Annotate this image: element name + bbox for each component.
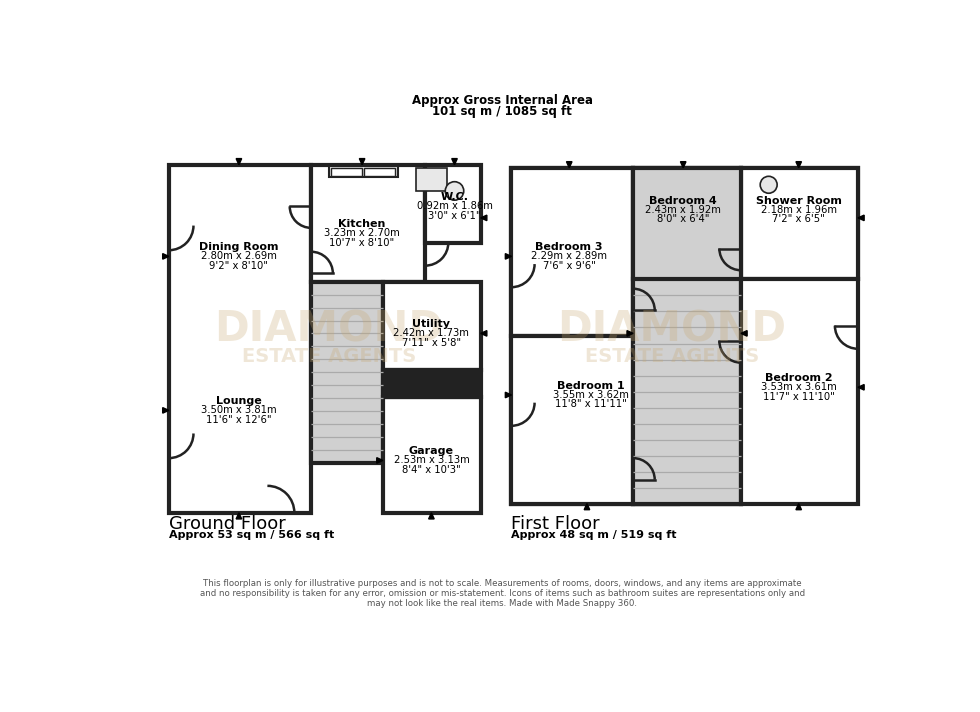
Polygon shape xyxy=(376,458,383,464)
Text: 2.29m x 2.89m: 2.29m x 2.89m xyxy=(531,251,608,261)
Text: 2.43m x 1.92m: 2.43m x 1.92m xyxy=(645,205,721,215)
Text: 11'7" x 11'10": 11'7" x 11'10" xyxy=(762,392,835,402)
Text: Lounge: Lounge xyxy=(216,396,262,406)
Text: First Floor: First Floor xyxy=(512,515,600,533)
Bar xyxy=(633,168,741,503)
Text: 3.53m x 3.61m: 3.53m x 3.61m xyxy=(760,382,837,392)
Bar xyxy=(383,370,481,397)
Polygon shape xyxy=(452,159,458,164)
Text: 11'8" x 11'11": 11'8" x 11'11" xyxy=(555,399,627,409)
Text: Shower Room: Shower Room xyxy=(756,196,842,206)
Polygon shape xyxy=(360,159,365,164)
Text: Bedroom 3: Bedroom 3 xyxy=(535,242,603,252)
Bar xyxy=(365,168,395,176)
Bar xyxy=(512,168,633,335)
Bar xyxy=(312,164,425,282)
Bar xyxy=(741,168,858,280)
Bar xyxy=(741,168,858,280)
Polygon shape xyxy=(236,159,242,164)
Bar xyxy=(383,397,481,513)
Polygon shape xyxy=(236,513,242,519)
Text: 2.42m x 1.73m: 2.42m x 1.73m xyxy=(394,328,469,338)
Text: Bedroom 4: Bedroom 4 xyxy=(650,196,717,206)
Text: 7'11" x 5'8": 7'11" x 5'8" xyxy=(402,337,461,347)
Bar xyxy=(633,280,741,503)
Text: 8'0" x 6'4": 8'0" x 6'4" xyxy=(657,214,710,224)
Polygon shape xyxy=(858,215,864,221)
Text: may not look like the real items. Made with Made Snappy 360.: may not look like the real items. Made w… xyxy=(368,600,637,608)
Bar xyxy=(416,168,447,191)
Bar xyxy=(512,168,858,503)
Text: 0.92m x 1.86m: 0.92m x 1.86m xyxy=(416,201,492,211)
Text: 3'0" x 6'1": 3'0" x 6'1" xyxy=(428,211,481,221)
Text: 7'6" x 9'6": 7'6" x 9'6" xyxy=(543,261,596,271)
Text: 2.53m x 3.13m: 2.53m x 3.13m xyxy=(394,456,469,466)
Polygon shape xyxy=(680,162,686,168)
Polygon shape xyxy=(481,215,487,221)
Polygon shape xyxy=(163,407,169,413)
Text: ESTATE AGENTS: ESTATE AGENTS xyxy=(242,347,416,366)
Text: Bedroom 2: Bedroom 2 xyxy=(764,373,833,383)
Text: Approx 48 sq m / 519 sq ft: Approx 48 sq m / 519 sq ft xyxy=(512,530,677,540)
Text: DIAMOND: DIAMOND xyxy=(215,308,444,350)
Polygon shape xyxy=(796,162,802,168)
Text: W.C.: W.C. xyxy=(441,192,468,202)
Circle shape xyxy=(760,177,777,193)
Bar xyxy=(383,282,481,370)
Text: Garage: Garage xyxy=(409,446,454,456)
Text: 3.55m x 3.62m: 3.55m x 3.62m xyxy=(553,390,629,400)
Polygon shape xyxy=(741,330,747,336)
Text: Dining Room: Dining Room xyxy=(199,242,278,252)
Bar xyxy=(425,164,481,244)
Bar xyxy=(633,168,741,280)
Text: This floorplan is only for illustrative purposes and is not to scale. Measuremen: This floorplan is only for illustrative … xyxy=(203,579,802,588)
Text: and no responsibility is taken for any error, omission or mis-statement. Icons o: and no responsibility is taken for any e… xyxy=(200,589,805,598)
Text: 3.50m x 3.81m: 3.50m x 3.81m xyxy=(201,405,276,415)
Text: DIAMOND: DIAMOND xyxy=(558,308,786,350)
Polygon shape xyxy=(506,392,512,398)
Bar xyxy=(512,335,678,503)
Text: Approx Gross Internal Area: Approx Gross Internal Area xyxy=(412,94,593,108)
Text: 3.23m x 2.70m: 3.23m x 2.70m xyxy=(324,229,400,239)
Text: 9'2" x 8'10": 9'2" x 8'10" xyxy=(210,261,269,271)
Bar xyxy=(512,168,633,503)
Text: ESTATE AGENTS: ESTATE AGENTS xyxy=(584,347,759,366)
Polygon shape xyxy=(481,330,487,336)
Bar xyxy=(633,280,741,503)
Bar xyxy=(741,280,858,503)
Bar xyxy=(329,167,398,177)
Text: 10'7" x 8'10": 10'7" x 8'10" xyxy=(329,238,395,248)
Polygon shape xyxy=(858,384,864,390)
Text: Utility: Utility xyxy=(413,319,451,329)
Polygon shape xyxy=(566,162,572,168)
Polygon shape xyxy=(584,503,590,510)
Text: 2.18m x 1.96m: 2.18m x 1.96m xyxy=(760,205,837,215)
Bar xyxy=(633,168,741,280)
Polygon shape xyxy=(627,330,633,336)
Text: 2.80m x 2.69m: 2.80m x 2.69m xyxy=(201,251,276,261)
Text: Kitchen: Kitchen xyxy=(338,219,386,229)
Bar xyxy=(169,164,312,513)
Text: 11'6" x 12'6": 11'6" x 12'6" xyxy=(206,414,271,424)
Circle shape xyxy=(445,182,464,200)
Polygon shape xyxy=(428,513,434,519)
Bar xyxy=(312,282,383,463)
Polygon shape xyxy=(796,503,802,510)
Text: 8'4" x 10'3": 8'4" x 10'3" xyxy=(402,465,461,475)
Polygon shape xyxy=(506,253,512,259)
Text: Approx 53 sq m / 566 sq ft: Approx 53 sq m / 566 sq ft xyxy=(169,530,334,540)
Bar xyxy=(331,168,363,176)
Text: Bedroom 1: Bedroom 1 xyxy=(557,381,624,391)
Text: 101 sq m / 1085 sq ft: 101 sq m / 1085 sq ft xyxy=(432,105,572,118)
Text: Ground Floor: Ground Floor xyxy=(169,515,285,533)
Polygon shape xyxy=(163,253,169,259)
Text: 7'2" x 6'5": 7'2" x 6'5" xyxy=(772,214,825,224)
